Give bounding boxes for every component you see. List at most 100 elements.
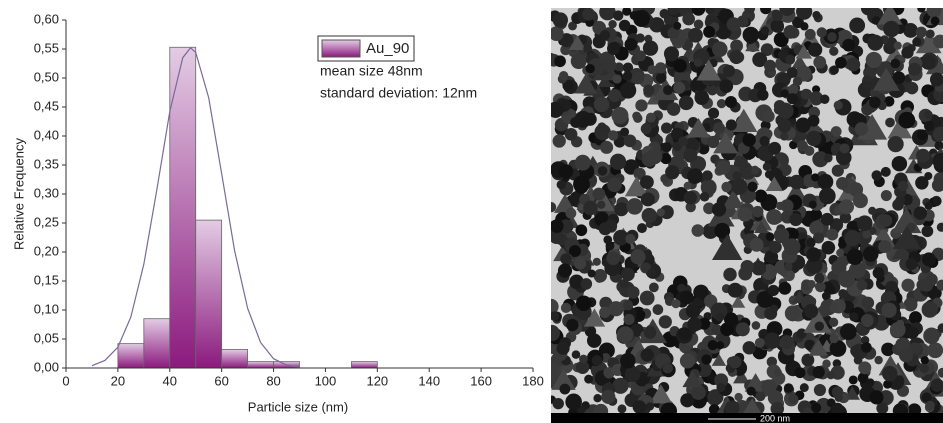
particle [818,187,836,205]
particle [817,173,834,190]
particle [921,392,932,403]
particle [702,223,719,239]
particle [632,400,647,413]
particle [640,123,652,135]
particle [780,89,789,98]
particle [892,403,909,413]
particle [854,122,869,136]
particle [816,27,827,38]
particle [890,58,901,69]
particle [661,142,672,153]
particle [647,268,656,277]
bar [143,318,171,369]
particle [856,279,868,291]
particle [891,241,913,260]
particle [839,323,857,341]
particle [711,202,727,217]
particle [707,85,718,96]
particle [800,88,812,100]
particle [907,403,922,413]
particle [930,16,940,26]
particle [658,315,672,329]
particle [570,53,587,70]
particle [780,199,794,213]
particle [849,17,866,34]
particle [812,232,825,244]
particle [600,140,614,154]
particle [564,127,578,141]
particle [585,64,595,74]
particle [713,132,739,154]
particle [574,154,591,171]
particle [551,324,560,342]
particle [569,274,584,290]
particle [696,362,712,378]
particle [593,96,610,113]
particle [622,8,632,16]
particle [777,50,788,60]
particle [931,178,943,192]
particle [639,290,655,306]
x-tick-label: 80 [266,373,280,388]
particle [772,10,783,22]
particle [558,164,574,179]
particle [893,41,902,50]
x-tick-label: 20 [111,373,125,388]
particle [559,383,571,395]
particle [920,356,929,365]
particle [599,30,611,41]
particle [856,215,873,232]
particle [551,202,557,213]
particle [924,171,933,181]
particle [926,8,942,18]
particle [621,267,635,282]
scale-label: 200 nm [760,413,790,423]
particle [807,280,816,289]
particle [622,62,634,73]
particle [773,21,784,33]
particle [680,393,695,408]
particle [612,377,629,394]
particle [755,391,766,402]
particle [784,262,793,272]
particle [620,127,630,137]
particle [593,394,602,403]
particle [551,26,564,42]
particle [677,283,687,293]
particle [733,369,750,384]
particle [730,295,746,308]
particle [929,72,943,87]
histogram-plot: 0,00 0,05 0,10 0,15 0,20 0,25 0,30 0,35 0,40 0,45… [34,11,544,388]
particle [722,189,745,209]
particle [779,335,794,350]
particle [874,355,883,365]
particle [614,202,629,217]
particle [575,360,590,375]
particle [682,12,695,26]
particle [584,374,594,384]
particle [757,89,769,101]
particle [742,26,760,44]
particle [639,175,654,190]
particle [925,29,935,39]
particle [808,339,829,356]
particle [762,110,775,123]
particle [848,375,858,385]
particle [732,171,742,181]
particle [640,348,654,362]
y-axis-label: Relative Frequency [11,138,26,250]
particle [679,290,694,305]
particle [933,34,943,49]
particle [583,112,597,126]
particle [898,347,914,363]
particle [605,241,615,251]
particle [852,193,868,209]
tem-image [551,8,943,413]
particle [744,8,756,14]
particle [880,190,892,202]
particle [848,261,866,279]
particle [885,117,895,128]
particle [835,149,852,166]
particle [780,132,789,141]
